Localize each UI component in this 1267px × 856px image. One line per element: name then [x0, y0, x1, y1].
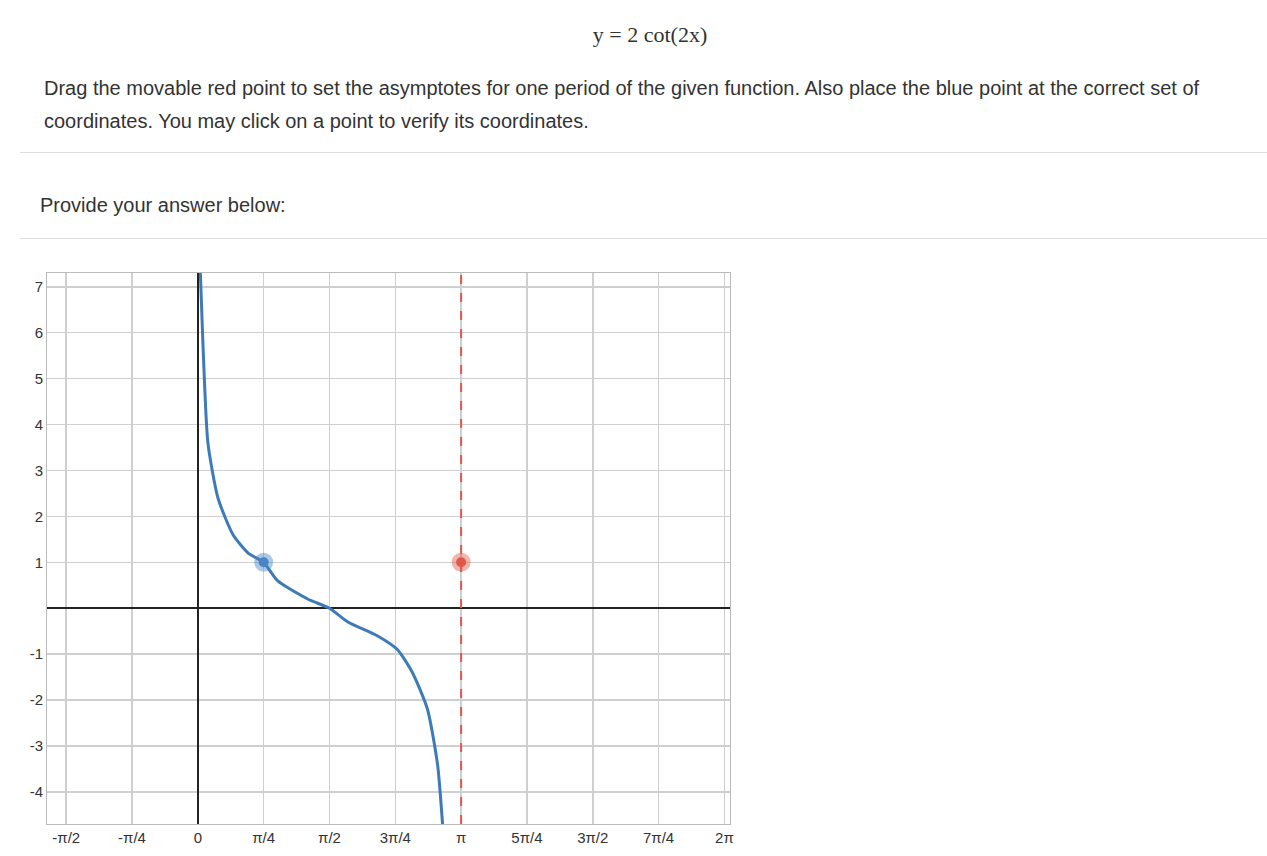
svg-text:2π: 2π [715, 829, 734, 846]
svg-text:6: 6 [35, 324, 43, 341]
svg-text:-1: -1 [30, 645, 43, 662]
svg-text:π/4: π/4 [252, 829, 275, 846]
svg-text:-π/2: -π/2 [52, 829, 80, 846]
svg-text:3π/4: 3π/4 [380, 829, 411, 846]
svg-text:3π/2: 3π/2 [577, 829, 608, 846]
html-text:Provide your answer below:: Provide your answer below: [40, 194, 286, 216]
svg-text:4: 4 [35, 416, 43, 433]
svg-text:-2: -2 [30, 691, 43, 708]
svg-text:2: 2 [35, 508, 43, 525]
svg-text:1: 1 [35, 554, 43, 571]
html-text:Drag the movable red point to: Drag the movable red point to set the as… [44, 77, 1200, 132]
svg-text:-4: -4 [30, 783, 43, 800]
svg-text:π: π [456, 829, 466, 846]
svg-text:5π/4: 5π/4 [511, 829, 542, 846]
svg-text:0: 0 [194, 829, 202, 846]
svg-text:7π/4: 7π/4 [643, 829, 674, 846]
svg-text:3: 3 [35, 462, 43, 479]
html-text:y = 2 cot(2x): y = 2 cot(2x) [592, 22, 708, 47]
svg-text:π/2: π/2 [318, 829, 341, 846]
svg-text:7: 7 [35, 278, 43, 295]
svg-text:5: 5 [35, 370, 43, 387]
svg-text:-π/4: -π/4 [118, 829, 146, 846]
svg-text:-3: -3 [30, 737, 43, 754]
